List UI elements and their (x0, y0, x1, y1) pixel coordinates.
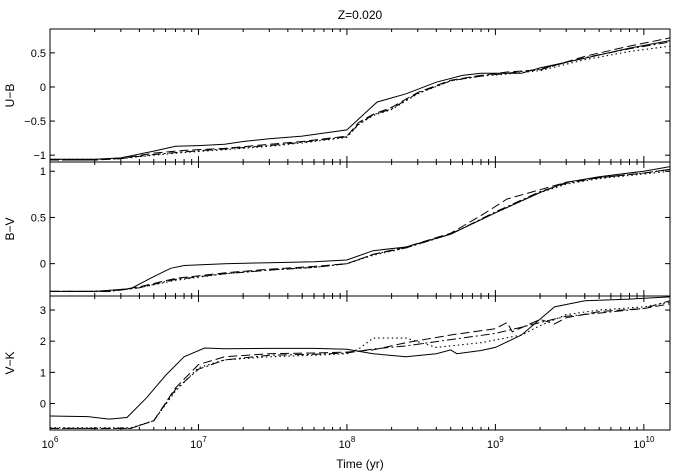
x-tick-label-base: 10 (42, 439, 54, 451)
panel-1-frame (49, 28, 671, 163)
panel-3-ytick-label: 1 (40, 367, 46, 379)
panel-2-series-solid (50, 166, 670, 292)
panel-3-ytick-label: 0 (40, 399, 46, 411)
panel-3-ylabel: V−K (3, 351, 17, 374)
panel-3-ytick-label: 3 (40, 305, 46, 317)
panel-2-ytick-label: 0.5 (31, 212, 46, 224)
panel-1-ytick-label: 0.5 (31, 48, 46, 60)
x-tick-label-base: 10 (190, 439, 202, 451)
panel-2-frame (49, 161, 671, 297)
panel-2-series-dashed (50, 168, 670, 292)
panel-1-ylabel: U−B (3, 84, 17, 108)
panel-2-ytick-label: 1 (40, 166, 46, 178)
panel-2-series-dashdot (50, 168, 670, 292)
chart-title: Z=0.020 (338, 8, 383, 22)
panel-1-series-dashdot (50, 41, 670, 161)
panel-2-series-dotted (50, 170, 670, 292)
panel-2-ylabel: B−V (3, 217, 17, 240)
x-tick-label-exponent: 9 (499, 435, 504, 444)
x-tick-label-exponent: 8 (351, 435, 356, 444)
x-tick-label: 108 (339, 435, 356, 451)
panel-3-series-dashed (50, 303, 670, 429)
panel-3-frame (49, 295, 671, 431)
x-tick-label-exponent: 10 (646, 435, 655, 444)
panel-1-series-dashed (50, 37, 670, 161)
panel-1-series-dotted (50, 45, 670, 160)
x-tick-label-base: 10 (339, 439, 351, 451)
panel-3-series-dotted (50, 301, 670, 429)
x-tick-label-base: 10 (487, 439, 499, 451)
x-tick-label: 1010 (633, 435, 655, 451)
panel-3-series-dashdot (50, 300, 670, 429)
x-axis-label: Time (yr) (336, 457, 384, 471)
x-tick-label: 106 (42, 435, 59, 451)
panel-1-ytick-label: −0.5 (24, 116, 46, 128)
x-tick-label: 107 (190, 435, 207, 451)
x-tick-label-exponent: 7 (202, 435, 207, 444)
x-tick-label: 109 (487, 435, 504, 451)
panel-1-ytick-label: −1 (33, 150, 46, 162)
panel-2-ytick-label: 0 (40, 259, 46, 271)
panel-3-ytick-label: 2 (40, 336, 46, 348)
panel-1-ytick-label: 0 (40, 82, 46, 94)
x-tick-label-base: 10 (633, 439, 645, 451)
x-tick-label-exponent: 6 (54, 435, 59, 444)
